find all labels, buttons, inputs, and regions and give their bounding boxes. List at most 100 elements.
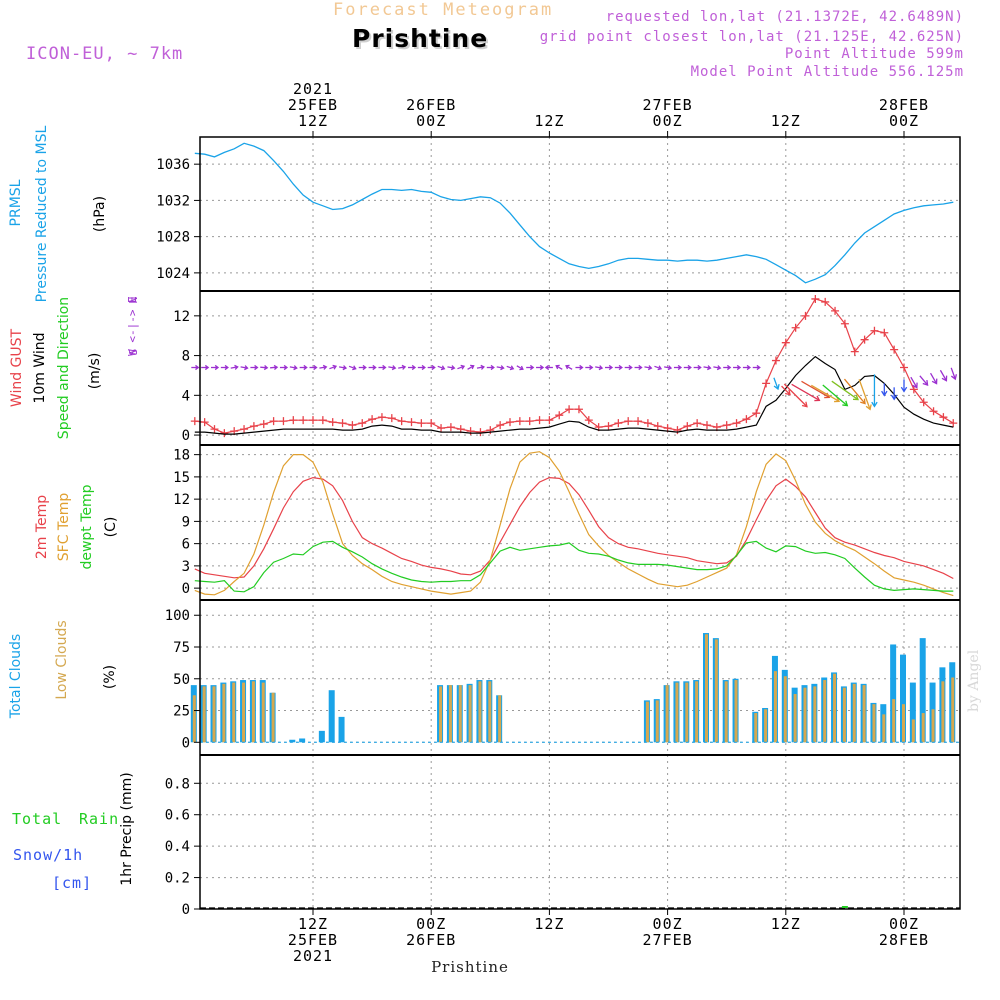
wind-vector bbox=[683, 364, 692, 371]
gust-marker bbox=[417, 419, 426, 428]
wind-vector-head bbox=[657, 365, 663, 371]
low-clouds-bar bbox=[842, 687, 846, 743]
gust-vector-shaft bbox=[791, 383, 820, 401]
plot-data bbox=[190, 142, 960, 909]
t2m-label: 2m Temp bbox=[34, 495, 50, 559]
gust-marker bbox=[900, 363, 908, 372]
gust-marker bbox=[515, 417, 524, 426]
gust-vector-shaft bbox=[950, 367, 956, 380]
low-clouds-bar bbox=[754, 713, 758, 743]
wind-vector bbox=[348, 365, 357, 371]
wind-vector bbox=[437, 365, 446, 371]
wind-vector-head bbox=[401, 364, 407, 370]
gust-vector-head bbox=[865, 404, 872, 411]
bottom-time-label: 25FEB bbox=[288, 931, 338, 949]
clouds-ytick-label: 100 bbox=[165, 608, 190, 624]
author-watermark: by Angel bbox=[966, 649, 982, 712]
gust-vector bbox=[801, 380, 831, 399]
wind-vector bbox=[585, 364, 594, 371]
wind-vector bbox=[575, 364, 584, 371]
gust-marker bbox=[318, 416, 327, 425]
temperature-ytick-label: 15 bbox=[173, 470, 190, 486]
total-clouds-bar bbox=[890, 644, 897, 743]
wind-vector bbox=[338, 365, 348, 371]
wind-vector-head bbox=[608, 364, 614, 371]
wind-vector-shaft bbox=[289, 366, 297, 369]
wind-vector bbox=[408, 364, 417, 371]
total-clouds-bar bbox=[919, 638, 926, 743]
low-clouds-bar bbox=[202, 686, 206, 743]
low-clouds-bar bbox=[902, 704, 905, 743]
precip-ytick-label: 0.4 bbox=[165, 839, 190, 855]
gust-vector bbox=[900, 379, 908, 393]
gust-marker bbox=[437, 424, 446, 433]
bottom-time-label: 12Z bbox=[298, 915, 328, 933]
gust-vector-head bbox=[842, 400, 849, 407]
wind-vector bbox=[270, 364, 279, 370]
wind-vector-shaft bbox=[555, 365, 563, 370]
gust-marker bbox=[387, 414, 396, 423]
low-clouds-bar bbox=[862, 685, 866, 743]
gust-marker bbox=[791, 323, 800, 332]
wind-vector-head bbox=[214, 364, 220, 371]
wind-vector-head bbox=[303, 364, 308, 371]
wind-vector bbox=[378, 364, 387, 371]
snow-unit: [cm] bbox=[52, 874, 92, 892]
wind-vector bbox=[457, 364, 466, 370]
temperature-ytick-label: 18 bbox=[173, 448, 190, 464]
wind-vector-shaft bbox=[398, 366, 406, 369]
panel-frames bbox=[199, 136, 961, 910]
gust-marker bbox=[279, 417, 288, 426]
top-time-label: 25FEB bbox=[288, 96, 338, 114]
wind-vector-head bbox=[490, 364, 495, 371]
wind-vector-head bbox=[440, 365, 446, 371]
gust-vector bbox=[858, 379, 872, 411]
clouds-unit: (%) bbox=[102, 665, 118, 689]
wind-vector bbox=[544, 364, 553, 371]
pressure-ytick-label: 1024 bbox=[156, 266, 190, 282]
wind-vector-shaft bbox=[496, 366, 504, 369]
wind-vector-head bbox=[470, 364, 475, 370]
wind-vector-head bbox=[342, 365, 348, 371]
top-time-label: 28FEB bbox=[879, 96, 929, 114]
wind-vector-head bbox=[509, 365, 515, 371]
gust-marker bbox=[771, 356, 780, 365]
gust-marker bbox=[190, 417, 199, 426]
wind-vector bbox=[644, 365, 653, 371]
precip-ytick-label: 0.6 bbox=[165, 808, 190, 824]
wind-vector-head bbox=[746, 364, 752, 371]
low-clouds-bar bbox=[724, 681, 728, 743]
wind-vector-shaft bbox=[457, 365, 465, 370]
wind-vector bbox=[467, 364, 475, 370]
wind-vector-head bbox=[352, 365, 357, 371]
wind-vector bbox=[309, 364, 318, 371]
low-clouds-bar bbox=[212, 686, 216, 743]
top-time-label: 12Z bbox=[298, 112, 328, 130]
gust-vector-head bbox=[814, 395, 821, 402]
gust-marker bbox=[840, 319, 849, 328]
wind-vector bbox=[279, 364, 289, 371]
wind-vector-shaft bbox=[713, 366, 721, 369]
gust-vector-head bbox=[950, 374, 958, 381]
total-clouds-bar bbox=[338, 716, 345, 743]
gust-vector bbox=[910, 376, 918, 389]
low-clouds-bar bbox=[448, 685, 452, 743]
gust-vector-shaft bbox=[858, 379, 871, 410]
wind-vector bbox=[240, 365, 249, 371]
gust-marker bbox=[821, 297, 830, 306]
gust-vector-head bbox=[922, 379, 929, 386]
wind-vector bbox=[220, 364, 229, 371]
low-clouds-bar bbox=[773, 671, 777, 743]
wind-vector-head bbox=[555, 364, 560, 370]
wind-vector-shaft bbox=[437, 365, 445, 370]
wind-vector bbox=[536, 364, 545, 371]
low-clouds-bar bbox=[232, 682, 236, 743]
gust-marker bbox=[466, 427, 475, 436]
low-clouds-bar bbox=[478, 681, 482, 743]
gust-vector bbox=[791, 383, 821, 402]
low-clouds-bar bbox=[803, 687, 807, 743]
low-clouds-bar bbox=[222, 683, 226, 743]
gust-marker bbox=[890, 345, 899, 354]
gust-marker bbox=[446, 423, 455, 432]
gust-marker bbox=[328, 418, 337, 427]
